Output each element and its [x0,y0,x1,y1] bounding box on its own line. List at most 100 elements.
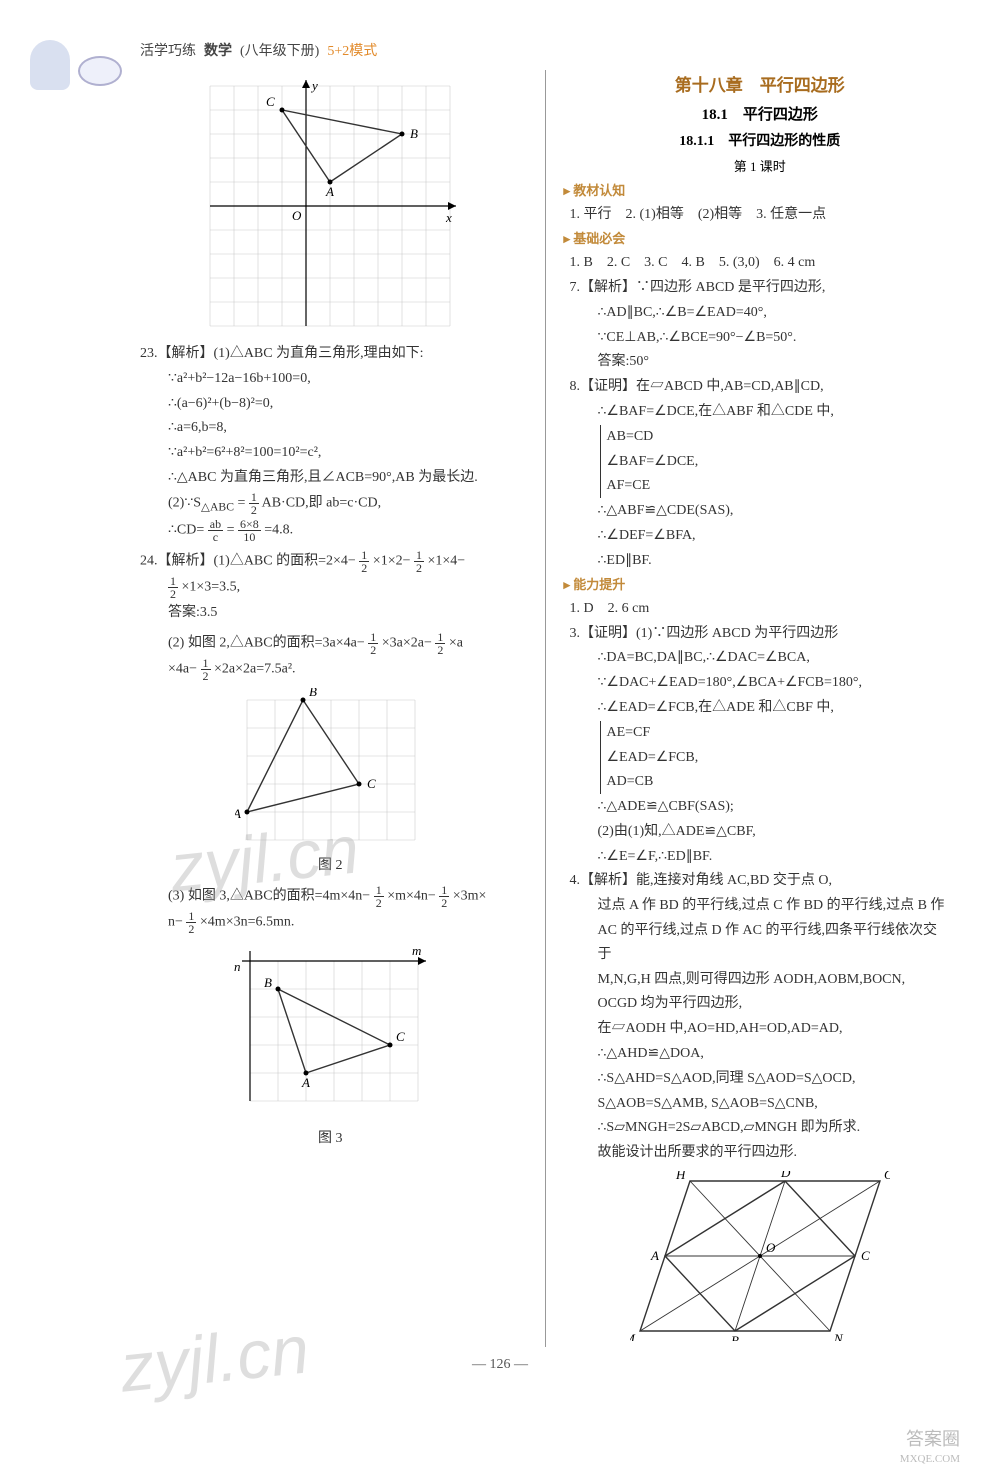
q23-l6: (2)∵S△ABC = 12 AB·CD,即 ab=c·CD, [140,491,521,517]
t2l8: ∴△ABF≌△CDE(SAS), [570,499,951,523]
fig2-caption: 图 2 [140,854,521,878]
t2l4: ∵CE⊥AB,∴∠BCE=90°−∠B=50°. [570,326,951,350]
svg-text:N: N [833,1331,844,1341]
svg-text:B: B [731,1333,739,1341]
topic-2: 基础必会 [564,228,951,250]
t4l3: AC 的平行线,过点 D 作 AC 的平行线,四条平行线依次交于 [570,919,951,967]
section-title: 18.1 平行四边形 [570,103,951,129]
t3l5: ∴∠EAD=∠FCB,在△ADE 和△CBF 中, [570,696,951,720]
t3l1: 1. D 2. 6 cm [570,597,951,621]
q23-l5: ∴△ABC 为直角三角形,且∠ACB=90°,AB 为最长边. [140,466,521,490]
svg-text:m: m [412,943,421,958]
t3l8: ∴∠E=∠F,∴ED∥BF. [570,845,951,869]
b2-1: AE=CF [607,721,951,745]
t4l11: 故能设计出所要求的平行四边形. [570,1141,951,1165]
q23-l4: ∵a²+b²=6²+8²=100=10²=c², [140,441,521,465]
svg-text:D: D [780,1171,791,1180]
t4l4: M,N,G,H 四点,则可得四边形 AODH,AOBM,BOCN, [570,968,951,992]
t3l2: 3.【证明】(1)∵四边形 ABCD 为平行四边形 [570,622,951,646]
t2l7: ∴∠BAF=∠DCE,在△ABF 和△CDE 中, [570,400,951,424]
b1-1: AB=CD [607,425,951,449]
q23-head: 23.【解析】(1)△ABC 为直角三角形,理由如下: [140,342,521,366]
svg-text:G: G [884,1171,890,1182]
brace-block-2: AE=CF ∠EAD=∠FCB, AD=CB [600,721,951,794]
t4l7: ∴△AHD≌△DOA, [570,1042,951,1066]
svg-text:B: B [410,126,418,141]
svg-text:O: O [292,208,302,223]
t3l4: ∵∠DAC+∠EAD=180°,∠BCA+∠FCB=180°, [570,671,951,695]
lesson-title: 第 1 课时 [570,156,951,178]
column-divider [545,70,546,1347]
t2l10: ∴ED∥BF. [570,549,951,573]
t4l6: 在▱AODH 中,AO=HD,AH=OD,AD=AD, [570,1017,951,1041]
q24-p3b: n− 12 ×4m×3n=6.5mn. [140,910,521,935]
corner-brand: 答案圈 [906,1425,960,1451]
q24-answer: 答案:3.5 [140,601,521,625]
chapter-title: 第十八章 平行四边形 [570,72,951,101]
svg-text:y: y [310,78,318,93]
t2l1: 1. B 2. C 3. C 4. B 5. (3,0) 6. 4 cm [570,251,951,275]
b2-3: AD=CB [607,770,951,794]
b1-2: ∠BAF=∠DCE, [607,450,951,474]
topic-3: 能力提升 [564,574,951,596]
t4l5: OCGD 均为平行四边形, [570,992,951,1016]
edition: 5+2模式 [327,40,377,60]
svg-text:B: B [264,975,272,990]
page-header: 活学巧练 数学 (八年级下册) 5+2模式 [0,0,1000,70]
fig3-caption: 图 3 [140,1127,521,1151]
svg-text:C: C [367,776,376,791]
q24-p2: (2) 如图 2,△ABC的面积=3a×4a− 12 ×3a×2a− 12 ×a [140,631,521,656]
b1-3: AF=CE [607,474,951,498]
t1l1: 1. 平行 2. (1)相等 (2)相等 3. 任意一点 [570,203,951,227]
q23-l3: ∴a=6,b=8, [140,416,521,440]
svg-text:A: A [650,1248,659,1263]
q23-l1: ∵a²+b²−12a−16b+100=0, [140,367,521,391]
t2l9: ∴∠DEF=∠BFA, [570,524,951,548]
svg-text:A: A [235,806,241,821]
grade: (八年级下册) [240,40,319,60]
svg-text:A: A [325,184,334,199]
q24-p2b: ×4a− 12 ×2a×2a=7.5a². [140,657,521,682]
b2-2: ∠EAD=∠FCB, [607,746,951,770]
svg-text:B: B [309,688,317,699]
t4l2: 过点 A 作 BD 的平行线,过点 C 作 BD 的平行线,过点 B 作 [570,894,951,918]
svg-text:x: x [445,210,452,225]
svg-text:M: M [630,1331,636,1341]
svg-text:O: O [766,1240,776,1255]
q23-l2: ∴(a−6)²+(b−8)²=0, [140,392,521,416]
subsection-title: 18.1.1 平行四边形的性质 [570,130,951,154]
t4l10: ∴S▱MNGH=2S▱ABCD,▱MNGH 即为所求. [570,1116,951,1140]
q24-l2: 12 ×1×3=3.5, [140,575,521,600]
frac-ab-c: abc [208,518,223,543]
header-figure-icon [30,40,70,90]
t3l3: ∴DA=BC,DA∥BC,∴∠DAC=∠BCA, [570,646,951,670]
t2l3: ∴AD∥BC,∴∠B=∠EAD=40°, [570,301,951,325]
figure-1: Ox y A B C [200,76,460,336]
svg-text:C: C [266,94,275,109]
right-column: 第十八章 平行四边形 18.1 平行四边形 18.1.1 平行四边形的性质 第 … [570,70,951,1347]
figure-3: m n A B C [230,941,430,1121]
topic-1: 教材认知 [564,180,951,202]
svg-text:C: C [396,1029,405,1044]
svg-text:A: A [301,1075,310,1090]
q24-p3: (3) 如图 3,△ABC的面积=4m×4n− 12 ×m×4n− 12 ×3m… [140,884,521,909]
page-number: — 126 — [0,1357,1000,1373]
frac-half: 12 [249,491,259,516]
figure-2: A B C [235,688,425,848]
svg-text:C: C [861,1248,870,1263]
content-columns: Ox y A B C 23.【解析】(1)△ABC 为直角三角形,理由如下: ∵a²+b… [0,70,1000,1347]
t3l6: ∴△ADE≌△CBF(SAS); [570,795,951,819]
q23-l7: ∴CD= abc = 6×810 =4.8. [140,518,521,543]
t4l1: 4.【解析】能,连接对角线 AC,BD 交于点 O, [570,869,951,893]
header-oval-icon [78,56,122,86]
svg-text:n: n [234,959,241,974]
series-title: 活学巧练 [140,40,196,60]
subject: 数学 [204,40,232,60]
frac-6x8-10: 6×810 [238,518,261,543]
t4l8: ∴S△AHD=S△AOD,同理 S△AOD=S△OCD, [570,1067,951,1091]
svg-text:H: H [675,1171,686,1182]
corner-url: MXQE.COM [900,1453,960,1465]
t2l2: 7.【解析】∵四边形 ABCD 是平行四边形, [570,276,951,300]
t2l6: 8.【证明】在▱ABCD 中,AB=CD,AB∥CD, [570,375,951,399]
left-column: Ox y A B C 23.【解析】(1)△ABC 为直角三角形,理由如下: ∵a²+b… [140,70,521,1347]
